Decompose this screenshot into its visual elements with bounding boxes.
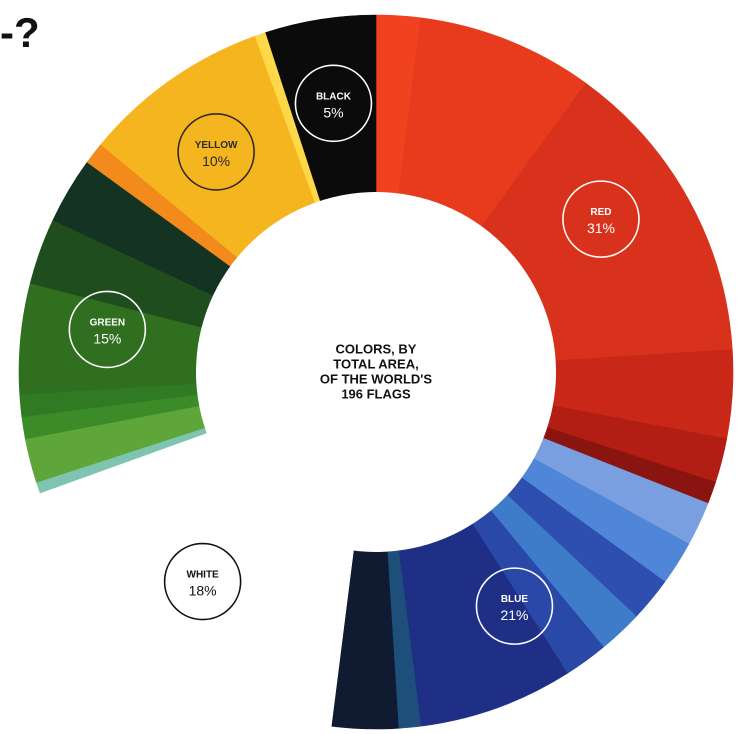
slice-percent: 31%: [587, 220, 615, 236]
center-label: COLORS, BY TOTAL AREA, OF THE WORLD'S 196 F…: [320, 342, 432, 402]
corner-text: -?: [0, 9, 40, 56]
slice-name: BLACK: [316, 91, 352, 102]
slice-name: YELLOW: [195, 140, 238, 151]
center-label-line: TOTAL AREA,: [333, 357, 418, 372]
slice-label-ring: [294, 64, 373, 143]
slice-percent: 10%: [202, 153, 230, 169]
slice-label-ring: [562, 180, 640, 258]
slice-label-black: BLACK 5%: [294, 64, 373, 143]
slice-percent: 21%: [500, 607, 528, 623]
slice-label-white: WHITE 18%: [163, 542, 242, 621]
slice-label-ring: [177, 113, 255, 191]
slice-label-yellow: YELLOW 10%: [177, 113, 255, 191]
slice-label-red: RED 31%: [562, 180, 640, 258]
center-label-line: COLORS, BY: [336, 342, 417, 357]
slice-name: WHITE: [187, 570, 220, 581]
slice-name: GREEN: [90, 317, 126, 328]
slice-label-ring: [68, 290, 147, 369]
slice-name: RED: [590, 207, 611, 218]
slice-label-ring: [475, 567, 554, 645]
slice-label-green: GREEN 15%: [68, 290, 147, 369]
center-label-line: OF THE WORLD'S: [320, 372, 432, 387]
slice-labels: RED 31% BLUE 21% WHITE 18% GREEN 15% YELLOW 10% BL…: [68, 64, 640, 645]
slice-percent: 5%: [323, 104, 343, 120]
slice-percent: 15%: [93, 330, 121, 346]
slice-percent: 18%: [189, 583, 217, 599]
donut-bands: [18, 14, 734, 730]
center-label-line: 196 FLAGS: [341, 387, 411, 402]
slice-name: BLUE: [501, 594, 529, 605]
slice-label-ring: [163, 542, 242, 621]
slice-label-blue: BLUE 21%: [475, 567, 554, 645]
donut-center: [196, 192, 556, 552]
